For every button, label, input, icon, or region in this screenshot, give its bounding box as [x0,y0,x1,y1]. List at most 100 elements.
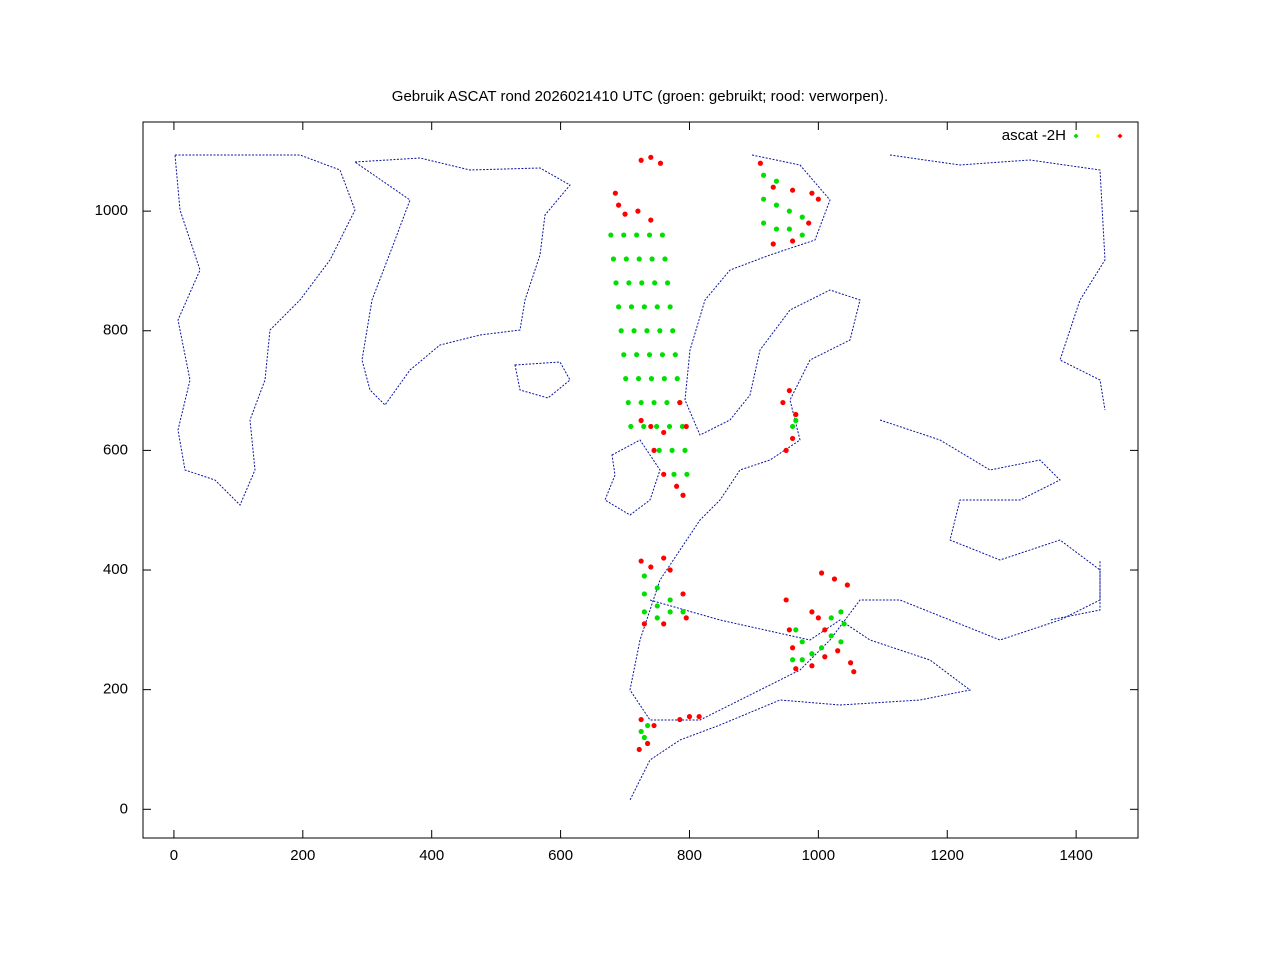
data-point [641,734,647,741]
data-point [644,740,651,747]
data-point [638,716,644,723]
data-point [851,669,857,675]
data-point [638,417,644,424]
data-point [818,645,825,651]
data-point [679,423,685,430]
data-point [628,423,634,430]
data-point [828,615,834,621]
data-point [641,609,647,615]
x-tick-label: 0 [170,847,178,864]
data-point [656,447,662,453]
data-point [773,226,780,232]
data-point [636,256,642,262]
data-point [806,220,812,226]
y-tick-label: 0 [120,800,128,817]
data-point [638,157,644,163]
data-point [793,411,799,418]
data-point [789,645,796,651]
y-tick-label: 200 [103,681,128,698]
data-point [648,564,654,570]
data-point [677,399,683,406]
data-point [696,713,702,720]
data-point [666,423,673,430]
data-point [661,621,667,627]
data-point [667,304,673,310]
data-point [641,423,647,430]
data-point [669,447,675,453]
data-point [628,304,635,310]
data-point [786,627,792,633]
data-point [654,304,660,310]
data-point [635,376,642,382]
data-point [835,648,841,654]
data-point [683,615,689,621]
data-point [838,639,844,645]
data-point [634,232,640,238]
data-point [773,202,780,208]
data-point [799,657,805,663]
coastline [604,439,661,516]
x-tick-label: 800 [677,847,702,864]
data-point [672,352,678,358]
data-point [677,716,683,723]
data-point [644,328,650,334]
data-point [683,423,689,430]
y-tick-label: 800 [103,322,128,339]
x-tick-label: 1400 [1059,847,1092,864]
data-point [635,208,641,214]
data-point [652,280,658,286]
data-point [680,492,686,498]
data-point [667,609,673,615]
data-point [659,232,666,238]
data-point [760,220,767,226]
data-point [638,399,644,406]
data-point [648,154,654,160]
x-tick-label: 1000 [802,847,835,864]
data-point [623,256,629,262]
data-point [841,621,847,627]
data-point [799,214,805,220]
data-point [680,591,686,597]
data-point [644,722,651,729]
data-point [661,471,667,477]
coastline [629,154,1101,721]
data-point [662,256,668,262]
data-point [818,570,825,576]
data-point [646,232,653,238]
data-point [793,417,799,424]
data-point [667,597,673,603]
plot-frame [142,121,1139,839]
data-point [831,576,838,582]
data-point [649,256,655,262]
data-point [673,483,680,489]
data-point [661,429,667,436]
data-point [651,399,657,406]
data-point [789,238,796,244]
data-point [783,447,789,453]
y-tick-label: 600 [103,441,128,458]
data-point [815,615,821,621]
coastline [174,154,356,506]
data-point [682,447,688,453]
chart-title: Gebruik ASCAT rond 2026021410 UTC (groen… [392,88,888,105]
data-point [626,280,632,286]
data-point [639,280,645,286]
data-point [664,280,671,286]
data-point [654,585,660,591]
coastlines [174,154,1106,801]
data-point [659,352,666,358]
data-point [799,639,805,645]
data-point [654,615,660,621]
data-point [654,603,660,609]
data-point [680,609,686,615]
data-point [770,184,776,190]
data-point [634,352,640,358]
data-point [770,241,776,247]
data-point [671,471,677,477]
data-point [793,666,799,672]
data-point [674,376,680,382]
data-point [809,190,815,196]
data-point [610,256,617,262]
data-point [621,352,627,358]
